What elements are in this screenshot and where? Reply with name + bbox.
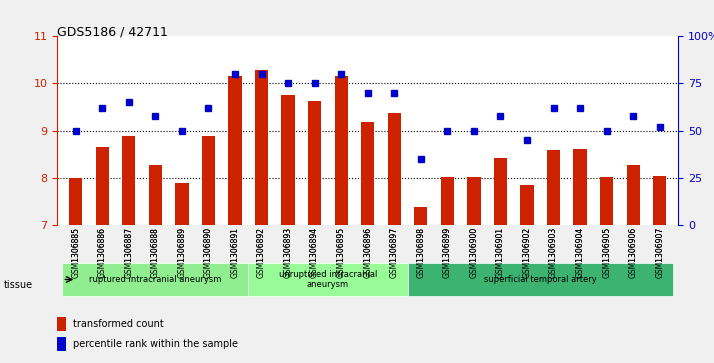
Text: tissue: tissue	[4, 280, 33, 290]
Text: GSM1306885: GSM1306885	[71, 227, 80, 278]
Text: GSM1306899: GSM1306899	[443, 227, 452, 278]
Text: GSM1306907: GSM1306907	[655, 227, 664, 278]
Text: unruptured intracranial
aneurysm: unruptured intracranial aneurysm	[278, 270, 377, 289]
Bar	[228, 76, 241, 225]
Text: GSM1306904: GSM1306904	[575, 227, 585, 278]
Text: GSM1306889: GSM1306889	[177, 227, 186, 278]
Text: GSM1306902: GSM1306902	[523, 227, 531, 278]
Bar	[547, 151, 560, 225]
Text: GSM1306902: GSM1306902	[523, 227, 531, 278]
Text: GSM1306901: GSM1306901	[496, 227, 505, 278]
Bar	[96, 147, 109, 225]
Bar	[361, 122, 374, 225]
Bar	[202, 136, 215, 225]
Text: GSM1306894: GSM1306894	[310, 227, 319, 278]
Bar	[521, 185, 533, 225]
FancyBboxPatch shape	[248, 263, 408, 296]
Text: GSM1306896: GSM1306896	[363, 227, 372, 278]
Text: GSM1306906: GSM1306906	[628, 227, 638, 278]
Text: GSM1306905: GSM1306905	[602, 227, 611, 278]
Text: GDS5186 / 42711: GDS5186 / 42711	[57, 25, 168, 38]
Bar	[69, 178, 82, 225]
Text: GSM1306887: GSM1306887	[124, 227, 134, 278]
Text: GSM1306890: GSM1306890	[204, 227, 213, 278]
Text: GSM1306892: GSM1306892	[257, 227, 266, 278]
Text: GSM1306900: GSM1306900	[469, 227, 478, 278]
FancyBboxPatch shape	[408, 263, 673, 296]
Bar	[175, 183, 188, 225]
Text: GSM1306898: GSM1306898	[416, 227, 426, 278]
Text: GSM1306886: GSM1306886	[98, 227, 107, 278]
Text: superficial temporal artery: superficial temporal artery	[484, 275, 597, 284]
Bar	[573, 148, 587, 225]
Text: GSM1306886: GSM1306886	[98, 227, 107, 278]
Bar	[255, 70, 268, 225]
Text: transformed count: transformed count	[73, 319, 164, 329]
Text: GSM1306891: GSM1306891	[231, 227, 239, 278]
Text: GSM1306898: GSM1306898	[416, 227, 426, 278]
Text: GSM1306887: GSM1306887	[124, 227, 134, 278]
Text: GSM1306894: GSM1306894	[310, 227, 319, 278]
Bar	[57, 337, 66, 351]
Bar	[308, 101, 321, 225]
Text: GSM1306888: GSM1306888	[151, 227, 160, 278]
Text: GSM1306901: GSM1306901	[496, 227, 505, 278]
Text: GSM1306893: GSM1306893	[283, 227, 293, 278]
Bar	[653, 175, 666, 225]
Bar	[600, 177, 613, 225]
Text: GSM1306893: GSM1306893	[283, 227, 293, 278]
Text: GSM1306905: GSM1306905	[602, 227, 611, 278]
Text: percentile rank within the sample: percentile rank within the sample	[73, 339, 238, 350]
Bar	[626, 165, 640, 225]
Bar	[57, 317, 66, 331]
Bar	[414, 207, 428, 225]
Text: GSM1306899: GSM1306899	[443, 227, 452, 278]
Text: GSM1306888: GSM1306888	[151, 227, 160, 278]
Bar	[281, 95, 295, 225]
Text: GSM1306897: GSM1306897	[390, 227, 398, 278]
Text: GSM1306907: GSM1306907	[655, 227, 664, 278]
Text: GSM1306895: GSM1306895	[337, 227, 346, 278]
Text: GSM1306895: GSM1306895	[337, 227, 346, 278]
Text: GSM1306896: GSM1306896	[363, 227, 372, 278]
FancyBboxPatch shape	[62, 263, 248, 296]
Bar	[441, 177, 454, 225]
Text: GSM1306889: GSM1306889	[177, 227, 186, 278]
Text: GSM1306903: GSM1306903	[549, 227, 558, 278]
Bar	[388, 113, 401, 225]
Text: GSM1306892: GSM1306892	[257, 227, 266, 278]
Text: ruptured intracranial aneurysm: ruptured intracranial aneurysm	[89, 275, 221, 284]
Text: GSM1306891: GSM1306891	[231, 227, 239, 278]
Bar	[467, 177, 481, 225]
Text: GSM1306900: GSM1306900	[469, 227, 478, 278]
Text: GSM1306885: GSM1306885	[71, 227, 80, 278]
Bar	[149, 165, 162, 225]
Text: GSM1306903: GSM1306903	[549, 227, 558, 278]
Bar	[494, 158, 507, 225]
Text: GSM1306904: GSM1306904	[575, 227, 585, 278]
Bar	[335, 76, 348, 225]
Text: GSM1306897: GSM1306897	[390, 227, 398, 278]
Text: GSM1306890: GSM1306890	[204, 227, 213, 278]
Bar	[122, 136, 136, 225]
Text: GSM1306906: GSM1306906	[628, 227, 638, 278]
